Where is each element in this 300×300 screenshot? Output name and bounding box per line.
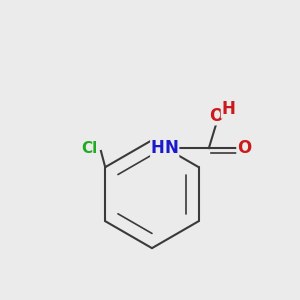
Text: O: O (210, 106, 224, 124)
Text: Cl: Cl (81, 140, 97, 155)
Text: N: N (165, 139, 178, 157)
Text: H: H (222, 100, 236, 118)
Text: H: H (151, 139, 165, 157)
Text: O: O (237, 139, 251, 157)
